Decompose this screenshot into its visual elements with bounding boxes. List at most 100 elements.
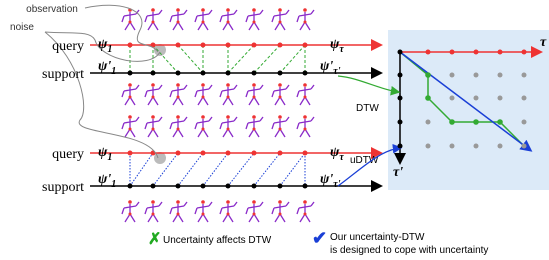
- skeleton: [220, 115, 237, 137]
- grid-dot: [522, 144, 527, 149]
- bone: [297, 91, 299, 97]
- skeleton: [145, 83, 162, 105]
- query-dot: [278, 151, 283, 156]
- joint: [303, 115, 307, 119]
- tau-prime-label: τ': [393, 165, 403, 180]
- support-dot: [176, 184, 181, 189]
- skeleton: [145, 8, 162, 30]
- skeleton: [272, 115, 289, 137]
- axis-dot: [398, 96, 403, 101]
- bone: [272, 123, 274, 129]
- bone: [122, 208, 124, 214]
- joint: [278, 200, 282, 204]
- support-dot: [128, 184, 133, 189]
- psi: ψ'τ': [320, 59, 341, 77]
- bone: [209, 117, 212, 121]
- psi-labels: ψ1 ψτ ψ'1 ψ'τ' ψ1 ψτ ψ'1 ψ'τ': [98, 37, 344, 190]
- axis-dot: [498, 50, 503, 55]
- query-dot: [278, 43, 283, 48]
- bone: [311, 117, 314, 121]
- psi: ψτ: [330, 145, 344, 163]
- joint: [177, 213, 180, 216]
- bone: [159, 10, 162, 14]
- joint: [279, 128, 282, 131]
- joint: [176, 8, 180, 12]
- support-dot: [226, 184, 231, 189]
- skeleton: [195, 115, 212, 137]
- bone: [159, 85, 162, 89]
- alignment: [254, 153, 280, 186]
- noise-label: noise: [10, 22, 34, 33]
- bone: [260, 117, 263, 121]
- joint: [252, 200, 256, 204]
- axis-dot: [398, 73, 403, 78]
- psi: ψ'τ': [320, 172, 341, 190]
- skeleton: [297, 83, 314, 105]
- joint: [129, 21, 132, 24]
- noise-label: observation: [26, 4, 78, 15]
- support-dot: [303, 184, 308, 189]
- bone: [297, 123, 299, 129]
- skeleton: [145, 200, 162, 222]
- joint: [176, 115, 180, 119]
- axis-dot: [522, 50, 527, 55]
- bone: [234, 85, 237, 89]
- skeleton: [170, 200, 187, 222]
- bone: [311, 85, 314, 89]
- support-dot: [151, 184, 156, 189]
- bone: [209, 202, 212, 206]
- joint: [253, 213, 256, 216]
- bone: [220, 16, 222, 22]
- bone: [286, 202, 289, 206]
- alignment: [203, 153, 228, 186]
- joint: [304, 128, 307, 131]
- query-dot: [252, 43, 257, 48]
- bone: [311, 10, 314, 14]
- bone: [170, 91, 172, 97]
- support-dot: [151, 71, 156, 76]
- joint: [202, 213, 205, 216]
- bone: [260, 202, 263, 206]
- bone: [234, 10, 237, 14]
- skeleton: [170, 8, 187, 30]
- bone: [272, 91, 274, 97]
- bone: [246, 123, 248, 129]
- bone: [195, 91, 197, 97]
- skeleton: [170, 83, 187, 105]
- joint: [227, 21, 230, 24]
- bone: [286, 10, 289, 14]
- joint: [176, 83, 180, 87]
- skeleton: [220, 8, 237, 30]
- skeleton: [122, 8, 139, 30]
- skeleton: [195, 8, 212, 30]
- joint: [151, 200, 155, 204]
- joint: [176, 200, 180, 204]
- bone: [136, 117, 139, 121]
- query-dot: [176, 43, 181, 48]
- joint: [303, 83, 307, 87]
- figure: observation noise query support query su…: [0, 0, 549, 260]
- joint: [253, 96, 256, 99]
- joint: [227, 128, 230, 131]
- skeleton: [272, 200, 289, 222]
- support-dot: [201, 71, 206, 76]
- legend-check: is designed to cope with uncertainty: [330, 245, 488, 256]
- support-dot: [252, 71, 257, 76]
- skeleton: [195, 200, 212, 222]
- psi: ψ'1: [98, 172, 116, 190]
- joint: [226, 83, 230, 87]
- query-dot: [303, 43, 308, 48]
- skeleton: [122, 115, 139, 137]
- bone: [159, 117, 162, 121]
- bone: [170, 16, 172, 22]
- grid-dot: [522, 73, 527, 78]
- bone: [170, 208, 172, 214]
- grid-dot: [426, 144, 431, 149]
- skeleton: [246, 115, 263, 137]
- alignment: [228, 153, 254, 186]
- joint: [303, 8, 307, 12]
- skeleton: [246, 83, 263, 105]
- query-dot: [226, 43, 231, 48]
- grid-dot: [498, 144, 503, 149]
- support-dot: [226, 71, 231, 76]
